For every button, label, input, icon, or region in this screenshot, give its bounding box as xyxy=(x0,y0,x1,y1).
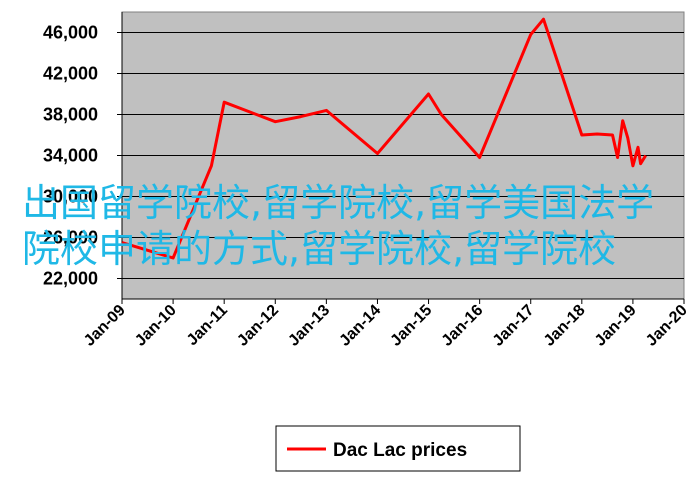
y-tick-label: 46,000 xyxy=(43,23,98,43)
series-layer xyxy=(121,17,647,260)
x-tick-label: Jan-17 xyxy=(490,302,538,350)
gridlines xyxy=(122,32,684,279)
x-tick-label: Jan-15 xyxy=(388,302,436,350)
x-tick-label: Jan-16 xyxy=(439,302,487,350)
x-tick-label: Jan-13 xyxy=(285,302,333,350)
y-axis: 22,000 26,000 30,000 34,000 38,000 42,000 46,0… xyxy=(43,12,123,299)
x-tick-label: Jan-09 xyxy=(81,302,129,350)
x-tick-label: Jan-14 xyxy=(336,302,384,350)
x-tick-label: Jan-18 xyxy=(541,302,589,350)
x-tick-label: Jan-11 xyxy=(184,302,231,349)
legend-label: Dac Lac prices xyxy=(333,440,467,461)
y-tick-label: 30,000 xyxy=(43,187,98,207)
legend: Dac Lac prices xyxy=(275,425,521,472)
y-tick-label: 38,000 xyxy=(43,105,98,125)
x-tick-label: Jan-19 xyxy=(592,302,640,350)
y-tick-label: 26,000 xyxy=(43,228,98,248)
y-tick-label: 34,000 xyxy=(43,146,98,166)
x-axis: Jan-09 Jan-10 Jan-11 Jan-12 Jan-13 Jan-14 Jan-… xyxy=(81,298,691,350)
series-line xyxy=(121,17,647,260)
x-tick-label: Jan-20 xyxy=(643,302,691,350)
x-tick-label: Jan-10 xyxy=(132,302,180,350)
y-tick-label: 42,000 xyxy=(43,64,98,84)
x-tick-label: Jan-12 xyxy=(234,302,282,350)
y-tick-label: 22,000 xyxy=(43,269,98,289)
